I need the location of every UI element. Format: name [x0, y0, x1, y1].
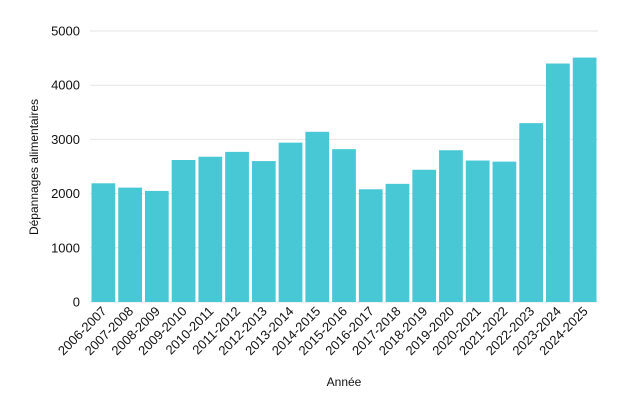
- y-tick-label: 2000: [51, 186, 80, 201]
- bar-2011-2012: [225, 151, 249, 302]
- bar-2012-2013: [251, 161, 276, 302]
- bar-2021-2022: [492, 161, 517, 302]
- bar-2019-2020: [439, 150, 463, 302]
- bar-2013-2014: [278, 142, 303, 302]
- bar-2015-2016: [332, 149, 356, 302]
- bars: [91, 57, 597, 302]
- bar-2008-2009: [144, 190, 169, 302]
- y-tick-label: 5000: [51, 24, 80, 39]
- bar-2010-2011: [198, 156, 223, 302]
- bar-2020-2021: [465, 160, 490, 302]
- x-axis-title: Année: [327, 375, 362, 389]
- bar-2016-2017: [358, 189, 383, 302]
- bar-2014-2015: [305, 131, 330, 302]
- bar-2006-2007: [91, 183, 116, 302]
- y-tick-labels: 0 1000 2000 3000 4000 5000: [51, 24, 80, 310]
- x-tick-labels: 2006-20072007-20082008-20092009-20102010…: [55, 304, 591, 359]
- bar-2023-2024: [546, 63, 570, 302]
- y-tick-label: 1000: [51, 240, 80, 255]
- bar-2009-2010: [171, 159, 196, 302]
- bar-2007-2008: [118, 187, 142, 302]
- bar-2018-2019: [412, 169, 437, 302]
- y-tick-label: 0: [73, 295, 80, 310]
- y-axis-title: Dépannages alimentaires: [27, 99, 41, 235]
- y-tick-label: 3000: [51, 132, 80, 147]
- bar-2022-2023: [519, 123, 544, 302]
- bar-2024-2025: [572, 57, 597, 302]
- bar-2017-2018: [385, 183, 410, 302]
- y-tick-label: 4000: [51, 78, 80, 93]
